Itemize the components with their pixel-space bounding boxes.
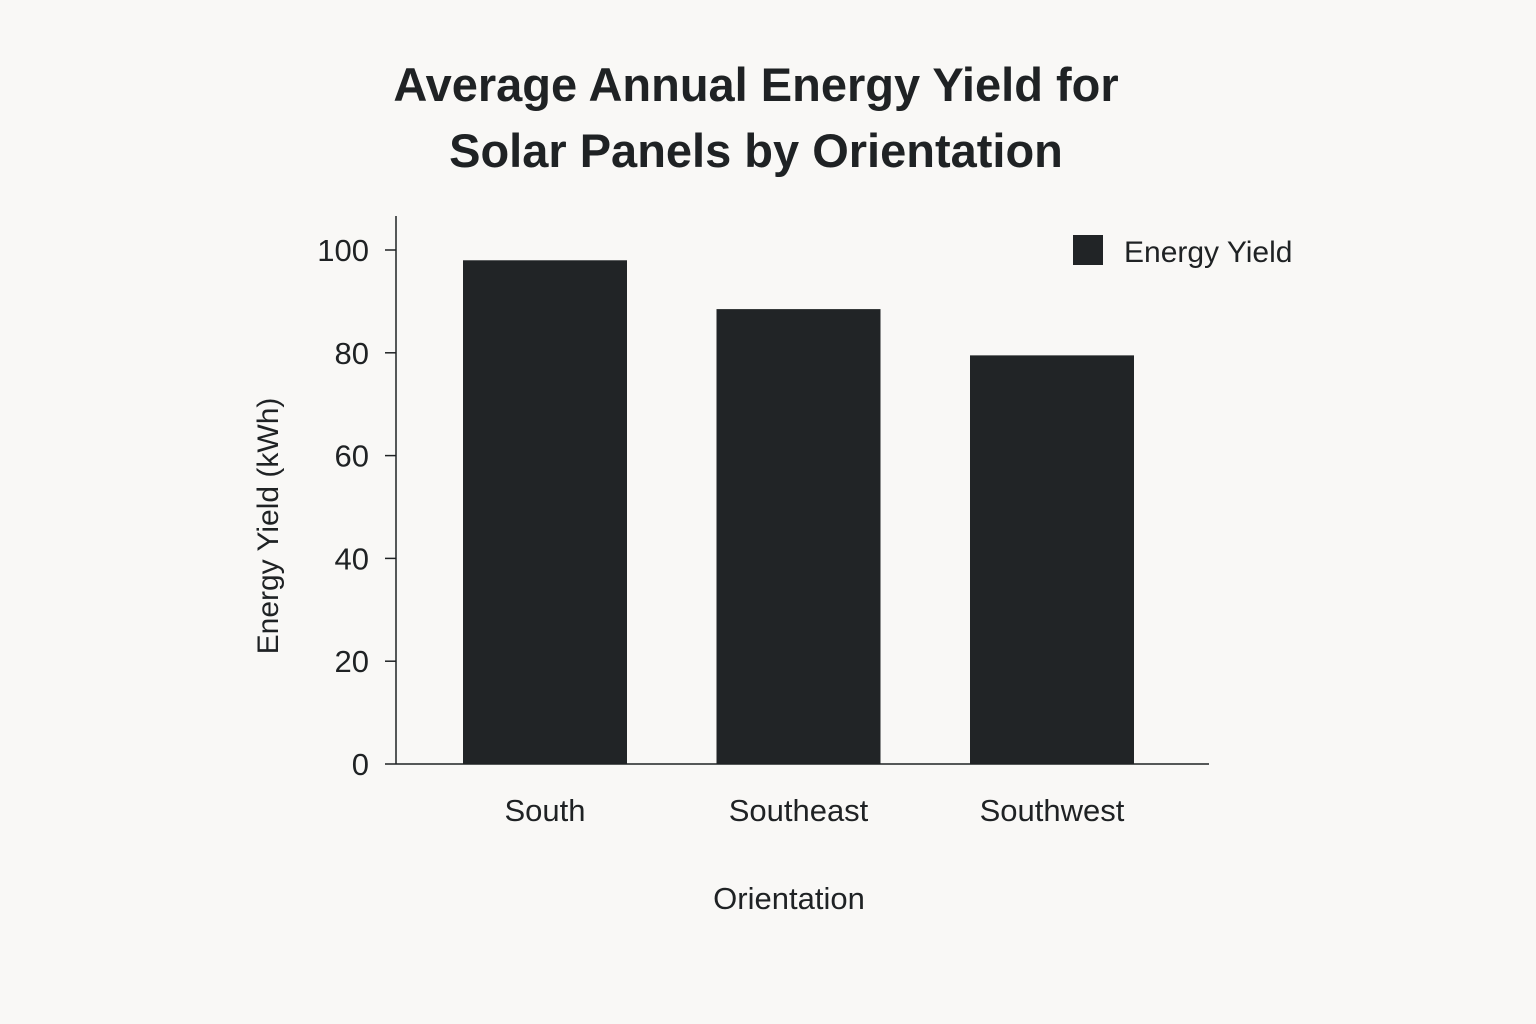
y-tick-label: 80 xyxy=(335,336,369,371)
chart-title-line-1: Average Annual Energy Yield for xyxy=(393,58,1119,111)
legend-label: Energy Yield xyxy=(1124,236,1292,269)
y-tick-label: 20 xyxy=(335,644,369,679)
chart-title-line-2: Solar Panels by Orientation xyxy=(449,124,1063,177)
bar-southeast xyxy=(716,309,881,764)
bar-south xyxy=(463,260,627,764)
y-tick-label: 40 xyxy=(335,541,369,576)
y-tick-label: 100 xyxy=(317,233,369,268)
y-tick-label: 0 xyxy=(352,747,369,782)
x-tick-label: South xyxy=(504,793,585,828)
bar-southwest xyxy=(970,355,1134,764)
chart-title: Average Annual Energy Yield for Solar Pa… xyxy=(0,52,1512,184)
legend-swatch xyxy=(1073,235,1103,265)
x-axis-label: Orientation xyxy=(713,881,865,916)
legend: Energy Yield xyxy=(1073,235,1292,269)
y-tick-label: 60 xyxy=(335,439,369,474)
x-tick-label: Southwest xyxy=(980,793,1125,828)
y-axis-label: Energy Yield (kWh) xyxy=(252,398,285,655)
x-tick-label: Southeast xyxy=(729,793,869,828)
